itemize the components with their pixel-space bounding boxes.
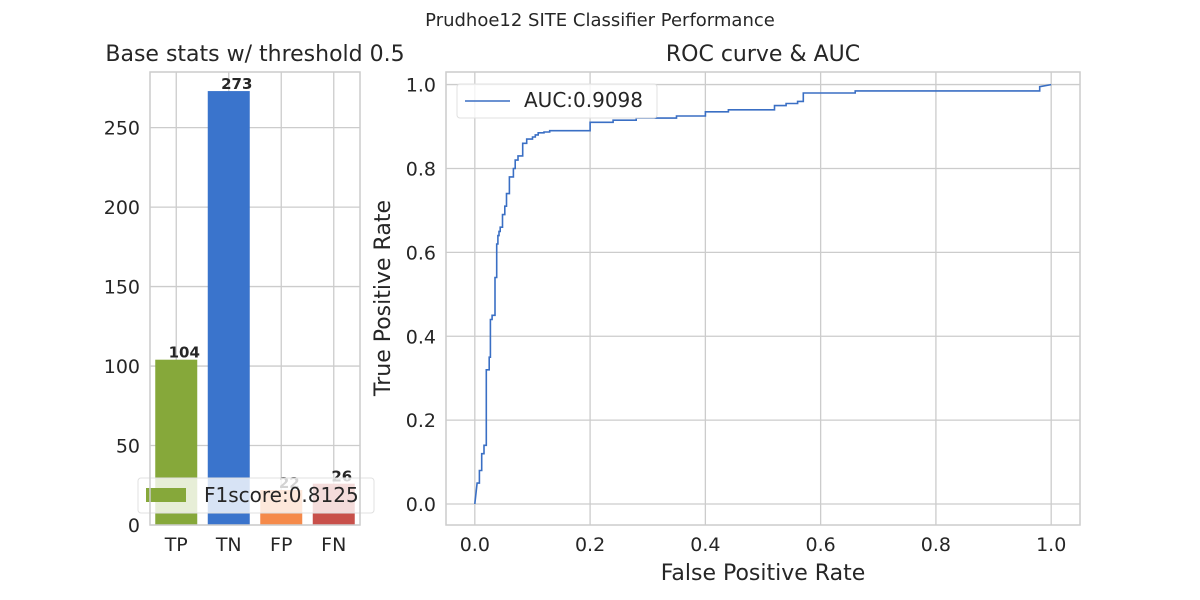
roc-legend-box <box>456 83 658 119</box>
roc-y-tick-label: 0.6 <box>406 242 436 264</box>
roc-x-tick-label: 0.2 <box>575 534 605 556</box>
bar-x-tick-label: TN <box>215 534 242 556</box>
bar-x-tick-label: FN <box>321 534 346 556</box>
roc-legend-label: AUC:0.9098 <box>524 88 643 112</box>
bar-y-tick-label: 100 <box>104 356 140 378</box>
bar-chart-bars <box>155 91 355 526</box>
bar-y-tick-label: 150 <box>104 277 140 299</box>
roc-x-tick-label: 0.6 <box>806 534 836 556</box>
roc-chart-frame <box>445 71 1081 526</box>
roc-x-tick-label: 0.8 <box>921 534 951 556</box>
bar-legend-label: F1score:0.8125 <box>204 483 359 507</box>
roc-chart-title: ROC curve & AUC <box>666 42 860 67</box>
roc-curve-line <box>474 83 1052 505</box>
roc-chart-legend: AUC:0.9098 <box>456 83 658 119</box>
bar-chart-title: Base stats w/ threshold 0.5 <box>105 42 404 67</box>
roc-y-tick-label: 0.4 <box>406 326 436 348</box>
bar-chart-panel: Base stats w/ threshold 0.5 0 50 100 150 200… <box>104 42 405 556</box>
bar-y-tick-label: 50 <box>116 436 140 458</box>
roc-chart-grid <box>446 72 1080 525</box>
roc-y-tick-label: 1.0 <box>406 75 436 97</box>
roc-x-axis-label: False Positive Rate <box>661 561 865 586</box>
roc-x-tick-label: 0.4 <box>690 534 720 556</box>
bar-tn <box>207 91 250 526</box>
roc-y-axis-label: True Positive Rate <box>371 200 396 397</box>
roc-y-tick-label: 0.8 <box>406 158 436 180</box>
bar-chart-legend: F1score:0.8125 <box>137 477 375 514</box>
roc-x-tick-label: 0.0 <box>460 534 490 556</box>
roc-chart-panel: ROC curve & AUC 0.00.20.40.60.81.0 0.0 0.… <box>371 42 1081 586</box>
bar-y-tick-label: 0 <box>128 515 140 537</box>
bar-chart-x-ticks: TP TN FP FN <box>164 534 347 556</box>
bar-x-tick-label: TP <box>164 534 188 556</box>
roc-y-tick-label: 0.0 <box>406 494 436 516</box>
bar-legend-box <box>137 477 375 514</box>
bar-legend-swatch <box>146 488 186 502</box>
roc-y-tick-label: 0.2 <box>406 410 436 432</box>
bar-value-label: 104 <box>169 344 200 362</box>
roc-x-tick-label: 1.0 <box>1036 534 1066 556</box>
bar-y-tick-label: 250 <box>104 118 140 140</box>
bar-y-tick-label: 200 <box>104 197 140 219</box>
roc-chart-y-ticks: 0.0 0.2 0.4 0.6 0.8 1.0 <box>406 75 436 516</box>
bar-chart-frame <box>149 71 361 526</box>
figure-suptitle: Prudhoe12 SITE Classifier Performance <box>425 10 775 31</box>
bar-x-tick-label: FP <box>270 534 292 556</box>
roc-chart-x-ticks: 0.0 0.2 0.4 0.6 0.8 1.0 <box>460 534 1067 556</box>
bar-chart-y-ticks: 0 50 100 150 200 250 <box>104 118 140 537</box>
bar-value-label: 273 <box>221 75 252 93</box>
